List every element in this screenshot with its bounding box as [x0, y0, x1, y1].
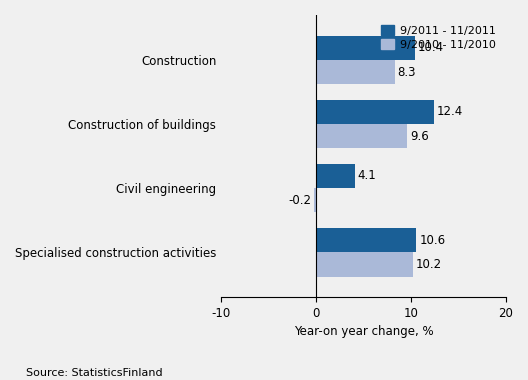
Text: 8.3: 8.3	[398, 66, 416, 79]
Text: Source: StatisticsFinland: Source: StatisticsFinland	[26, 368, 163, 378]
Bar	[316, 124, 407, 148]
Text: -0.2: -0.2	[288, 194, 312, 207]
X-axis label: Year-on year change, %: Year-on year change, %	[294, 325, 433, 339]
Text: 10.6: 10.6	[419, 234, 446, 247]
Bar	[316, 252, 413, 277]
Text: 10.2: 10.2	[416, 258, 441, 271]
Bar	[316, 164, 355, 188]
Bar	[316, 100, 433, 124]
Text: 9.6: 9.6	[410, 130, 429, 142]
Bar	[314, 188, 316, 212]
Legend: 9/2011 - 11/2011, 9/2010 - 11/2010: 9/2011 - 11/2011, 9/2010 - 11/2010	[376, 21, 500, 54]
Bar	[316, 228, 417, 252]
Bar	[316, 35, 414, 60]
Text: 12.4: 12.4	[436, 105, 463, 118]
Bar	[316, 60, 394, 84]
Text: 10.4: 10.4	[418, 41, 444, 54]
Text: 4.1: 4.1	[357, 169, 376, 182]
